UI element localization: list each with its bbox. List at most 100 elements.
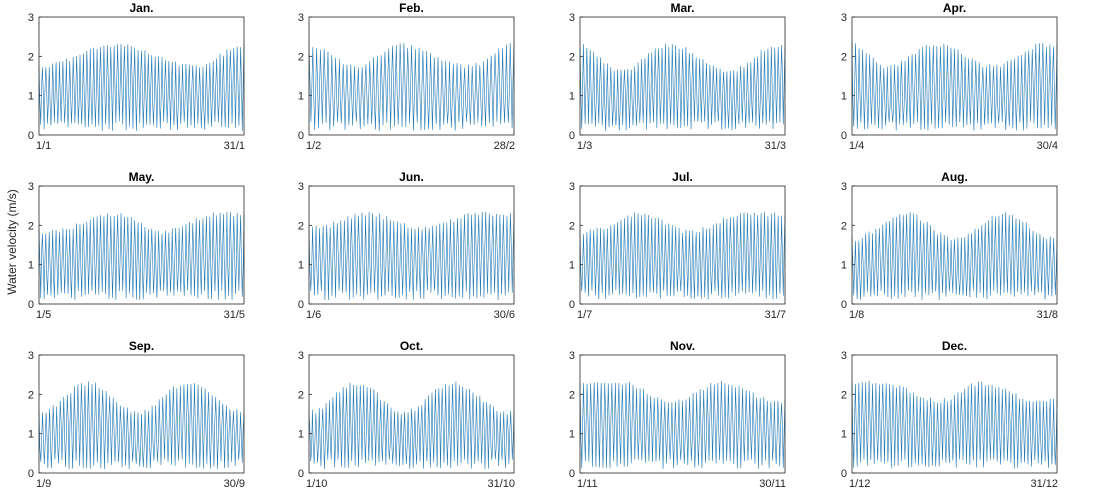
subplot-6: 0 1 2 3 1/6 30/6 Jun. <box>298 170 515 321</box>
y-tick-label: 0 <box>28 299 34 311</box>
y-tick-label: 2 <box>298 389 304 401</box>
series-line <box>38 211 245 301</box>
y-tick-label: 2 <box>28 389 34 401</box>
x-tick-label-end: 28/2 <box>494 140 515 152</box>
x-tick-label-start: 1/3 <box>577 140 592 152</box>
y-tick-label: 1 <box>298 429 304 441</box>
subplot-title: Jan. <box>129 1 153 15</box>
subplot-title: Jun. <box>399 170 424 184</box>
y-tick-label: 0 <box>28 130 34 142</box>
y-tick-label: 3 <box>569 181 575 193</box>
y-tick-label: 0 <box>298 130 304 142</box>
axes-box <box>851 16 1058 136</box>
y-tick-label: 1 <box>28 91 34 103</box>
axes-box <box>38 185 245 305</box>
x-tick-label-start: 1/5 <box>36 309 51 321</box>
series-line <box>308 211 515 301</box>
subplot-title: Feb. <box>399 1 424 15</box>
y-tick-label: 0 <box>841 468 847 480</box>
y-tick-label: 3 <box>569 12 575 24</box>
subplot-title: May. <box>129 170 155 184</box>
axes-box <box>579 354 786 474</box>
x-tick-label-end: 30/4 <box>1037 140 1058 152</box>
subplot-11: 0 1 2 3 1/11 30/11 Nov. <box>569 339 786 490</box>
y-tick-label: 3 <box>841 12 847 24</box>
y-tick-label: 2 <box>569 51 575 63</box>
y-tick-label: 1 <box>569 91 575 103</box>
y-tick-label: 1 <box>298 260 304 272</box>
y-tick-label: 0 <box>569 299 575 311</box>
y-tick-label: 0 <box>841 299 847 311</box>
subplot-9: 0 1 2 3 1/9 30/9 Sep. <box>28 339 245 490</box>
y-tick-label: 1 <box>28 260 34 272</box>
x-tick-label-end: 31/3 <box>765 140 786 152</box>
y-tick-label: 1 <box>569 429 575 441</box>
x-tick-label-start: 1/10 <box>306 478 327 490</box>
x-tick-label-end: 30/11 <box>759 478 786 490</box>
x-tick-label-end: 30/9 <box>224 478 245 490</box>
x-tick-label-start: 1/4 <box>849 140 864 152</box>
y-tick-label: 1 <box>841 91 847 103</box>
y-tick-label: 1 <box>569 260 575 272</box>
series-line <box>308 42 515 132</box>
x-tick-label-start: 1/8 <box>849 309 864 321</box>
y-tick-label: 3 <box>298 181 304 193</box>
y-tick-label: 0 <box>569 130 575 142</box>
axes-box <box>308 354 515 474</box>
y-tick-label: 0 <box>298 299 304 311</box>
series-line <box>38 381 245 470</box>
x-tick-label-end: 31/10 <box>487 478 515 490</box>
subplot-title: Jul. <box>672 170 693 184</box>
series-line <box>851 42 1058 131</box>
axes-box <box>38 16 245 136</box>
x-tick-label-end: 31/1 <box>224 140 245 152</box>
subplot-4: 0 1 2 3 1/4 30/4 Apr. <box>841 1 1058 152</box>
subplot-title: Apr. <box>943 1 966 15</box>
axes-box <box>579 185 786 305</box>
x-tick-label-end: 31/12 <box>1030 478 1058 490</box>
x-tick-label-start: 1/12 <box>849 478 870 490</box>
axes-box <box>851 354 1058 474</box>
x-tick-label-end: 31/5 <box>224 309 245 321</box>
subplot-title: Aug. <box>941 170 968 184</box>
x-tick-label-start: 1/1 <box>36 140 51 152</box>
subplot-title: Mar. <box>670 1 694 15</box>
y-tick-label: 2 <box>28 220 34 232</box>
y-tick-label: 2 <box>28 51 34 63</box>
series-line <box>851 212 1058 300</box>
y-tick-label: 2 <box>841 51 847 63</box>
subplot-title: Dec. <box>942 339 967 353</box>
axes-box <box>851 185 1058 305</box>
y-tick-label: 0 <box>298 468 304 480</box>
y-tick-label: 3 <box>28 181 34 193</box>
x-tick-label-start: 1/6 <box>306 309 321 321</box>
x-tick-label-end: 31/7 <box>765 309 786 321</box>
subplot-title: Oct. <box>400 339 423 353</box>
y-tick-label: 0 <box>569 468 575 480</box>
series-line <box>579 211 786 300</box>
y-tick-label: 3 <box>841 350 847 362</box>
y-tick-label: 2 <box>298 51 304 63</box>
y-tick-label: 2 <box>841 220 847 232</box>
axes-box <box>38 354 245 474</box>
y-tick-label: 3 <box>569 350 575 362</box>
y-tick-label: 2 <box>841 389 847 401</box>
y-tick-label: 1 <box>28 429 34 441</box>
y-tick-label: 2 <box>569 220 575 232</box>
y-tick-label: 2 <box>298 220 304 232</box>
series-line <box>579 380 786 469</box>
series-line <box>579 43 786 132</box>
x-tick-label-start: 1/2 <box>306 140 321 152</box>
x-tick-label-start: 1/11 <box>577 478 598 490</box>
x-tick-label-start: 1/7 <box>577 309 592 321</box>
y-tick-label: 3 <box>28 350 34 362</box>
